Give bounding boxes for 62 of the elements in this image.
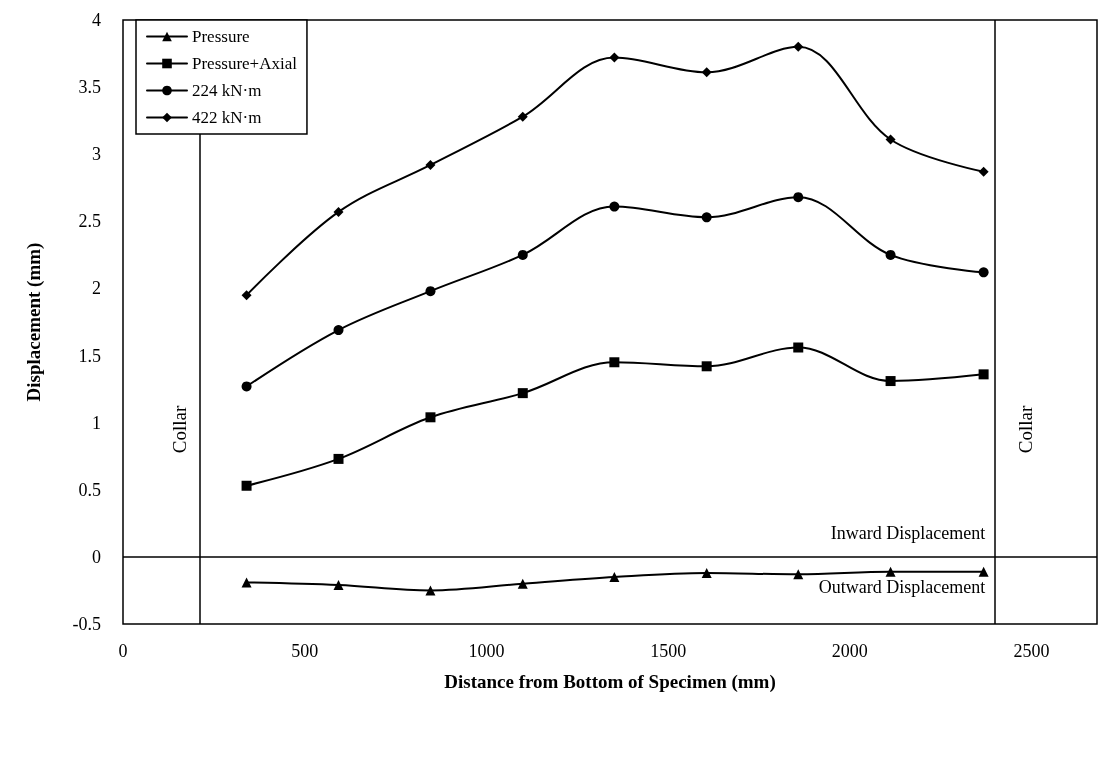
- point: [978, 369, 989, 380]
- point: [333, 206, 344, 217]
- point: [793, 192, 804, 203]
- annotation: Outward Displacement: [818, 576, 986, 597]
- y-tick-label: 3.5: [78, 77, 101, 98]
- point: [609, 201, 620, 212]
- point: [885, 134, 896, 145]
- point: [517, 578, 528, 589]
- point: [978, 566, 989, 577]
- point: [425, 585, 436, 596]
- point: [793, 342, 804, 353]
- point: [885, 566, 896, 577]
- y-tick-label: 0.5: [78, 479, 101, 500]
- x-tick-label: 1500: [650, 641, 687, 661]
- point: [885, 376, 896, 387]
- y-tick-label: -0.5: [72, 614, 101, 634]
- point: [241, 480, 252, 491]
- point: [517, 388, 528, 399]
- y-tick-label: 1.5: [78, 345, 101, 366]
- point: [701, 212, 712, 223]
- point: [241, 577, 252, 588]
- point: [609, 357, 620, 368]
- point: [793, 41, 804, 52]
- y-tick-label: 1: [92, 412, 101, 433]
- ref-line-label: Collar: [168, 404, 190, 454]
- legend-label: 422 kN·m: [192, 108, 262, 127]
- point: [978, 267, 989, 278]
- y-tick-label: 4: [92, 10, 101, 30]
- point: [701, 568, 712, 578]
- x-tick-label: 0: [118, 641, 128, 661]
- x-axis-title: Distance from Bottom of Specimen (mm): [444, 671, 776, 693]
- ref-line-label: Collar: [1014, 404, 1036, 454]
- legend-label: 224 kN·m: [192, 81, 262, 100]
- y-tick-label: 3: [92, 144, 101, 165]
- x-tick-label: 2000: [831, 641, 868, 661]
- point: [425, 412, 436, 423]
- point: [517, 249, 528, 260]
- point: [517, 111, 528, 122]
- y-tick-label: 0: [92, 546, 101, 567]
- y-axis-title: Displacement (mm): [23, 242, 45, 402]
- point: [333, 453, 344, 464]
- x-tick-label: 2500: [1013, 641, 1050, 661]
- point: [333, 580, 344, 591]
- legend-label: Pressure: [192, 27, 250, 46]
- point: [425, 286, 436, 297]
- point: [885, 249, 896, 260]
- point: [425, 159, 436, 170]
- point: [793, 569, 804, 580]
- point: [978, 166, 989, 177]
- point: [609, 52, 620, 63]
- y-tick-label: 2.5: [78, 211, 101, 232]
- x-tick-label: 500: [291, 641, 319, 661]
- annotation: Inward Displacement: [830, 522, 986, 543]
- point: [701, 361, 712, 372]
- point: [701, 67, 712, 78]
- point: [333, 325, 344, 336]
- legend-label: Pressure+Axial: [192, 54, 298, 73]
- y-tick-label: 2: [92, 278, 101, 299]
- point: [609, 572, 620, 583]
- x-tick-label: 1000: [468, 641, 505, 661]
- point: [241, 381, 252, 392]
- point: [241, 290, 252, 301]
